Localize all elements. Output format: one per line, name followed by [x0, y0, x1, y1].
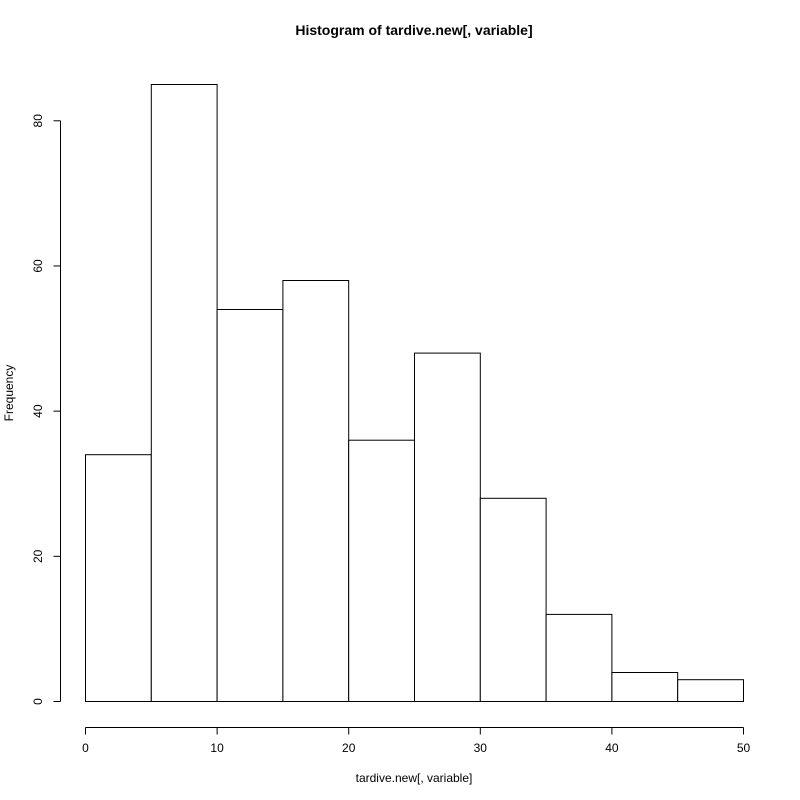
histogram-bar-35-40: [545, 613, 613, 703]
x-tick-label-20: 20: [342, 741, 356, 755]
y-tick-label-20: 20: [31, 549, 45, 563]
y-axis: 0 20 40 60 80: [31, 114, 61, 705]
x-tick-label-30: 30: [474, 741, 488, 755]
histogram-bar-40-45: [611, 672, 679, 702]
histogram-bar-20-25: [348, 439, 416, 702]
x-tick-label-10: 10: [210, 741, 224, 755]
x-axis: 0 10 20 30 40 50: [82, 727, 751, 755]
chart-title: Histogram of tardive.new[, variable]: [295, 22, 532, 38]
histogram-bar-15-20: [282, 280, 350, 702]
y-tick-label-0: 0: [31, 698, 45, 705]
histogram-bar-0-5: [85, 454, 152, 703]
histogram-bar-45-50: [677, 679, 745, 703]
y-tick-label-40: 40: [31, 404, 45, 418]
y-axis-label: Frequency: [2, 365, 16, 422]
x-axis-label: tardive.new[, variable]: [356, 771, 473, 785]
histogram-bar-25-30: [414, 352, 481, 702]
y-tick-label-80: 80: [31, 114, 45, 128]
histogram-bar-5-10: [150, 84, 218, 702]
x-tick-label-40: 40: [605, 741, 619, 755]
histogram-bar-10-15: [216, 309, 284, 702]
x-tick-label-0: 0: [82, 741, 89, 755]
y-tick-label-60: 60: [31, 259, 45, 273]
bars-group: [85, 84, 745, 703]
histogram-bar-30-35: [479, 497, 547, 702]
x-tick-label-50: 50: [737, 741, 751, 755]
